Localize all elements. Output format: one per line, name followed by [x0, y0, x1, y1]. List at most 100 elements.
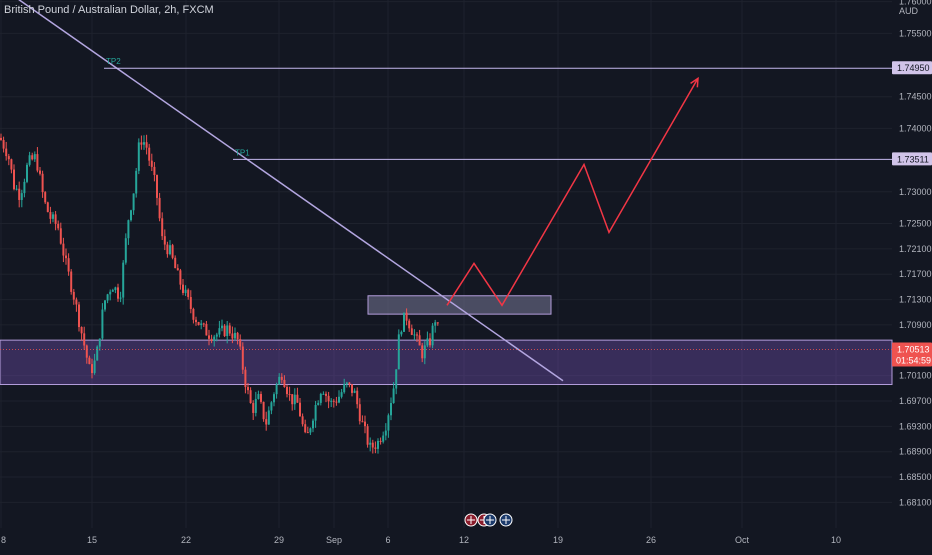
australia-flag-icon[interactable] [483, 513, 497, 527]
price-tick-label: 1.76000 [899, 0, 932, 7]
candle-body [5, 148, 8, 157]
zones [0, 295, 893, 386]
candle-body [28, 155, 31, 165]
candle-body [288, 394, 291, 396]
candle-body [119, 297, 122, 299]
price-tick-label: 1.71300 [899, 295, 932, 305]
candle-body [319, 393, 322, 403]
current-price-tag-bg [892, 342, 932, 367]
candle-body [132, 193, 135, 211]
candle-body [7, 156, 10, 160]
price-tick-label: 1.68100 [899, 497, 932, 507]
candle-body [54, 214, 57, 224]
candle-body [65, 255, 67, 259]
candle-body [85, 345, 88, 358]
candle-body [228, 325, 231, 334]
price-tick-label: 1.68900 [899, 447, 932, 457]
candle-body [247, 387, 249, 391]
candle-body [314, 404, 317, 421]
candle-body [335, 401, 338, 403]
current-price-tag: 1.70513 [897, 344, 930, 354]
australia-flag-icon[interactable] [499, 513, 513, 527]
candle-body [179, 270, 182, 285]
candle-body [18, 188, 21, 200]
candle-body [257, 394, 260, 399]
candle-body [184, 289, 187, 293]
candle-body [122, 262, 125, 298]
candle-body [330, 400, 333, 402]
candle-body [410, 328, 413, 335]
currency-label: AUD [899, 6, 919, 16]
candle-body [215, 334, 218, 337]
candle-body [361, 421, 364, 423]
candle-body [26, 164, 28, 182]
candle-body [124, 238, 127, 263]
candle-body [31, 155, 34, 160]
candle-body [174, 257, 177, 269]
candle-body [210, 338, 213, 341]
candle-body [98, 338, 101, 347]
candle-body [382, 435, 385, 442]
price-tick-label: 1.75500 [899, 28, 932, 38]
candle-body [392, 388, 395, 404]
candle-body [33, 154, 36, 160]
candle-body [262, 401, 265, 420]
candle-body [163, 236, 166, 245]
candle-body [195, 319, 197, 323]
candle-body [13, 169, 15, 190]
price-tick-label: 1.69700 [899, 396, 932, 406]
resistance-box[interactable] [367, 295, 552, 315]
candle-body [117, 287, 119, 299]
candle-body [291, 394, 294, 405]
candle-body [390, 403, 392, 416]
date-tick-label: 29 [274, 535, 284, 545]
candle-body [44, 192, 47, 203]
candle-body [187, 289, 190, 298]
price-tick-label: 1.68500 [899, 472, 932, 482]
candle-body [101, 309, 104, 339]
candle-body [158, 197, 161, 219]
candle-body [265, 419, 268, 425]
trendline[interactable] [0, 0, 564, 382]
date-tick-label: 8 [1, 535, 6, 545]
candle-body [327, 395, 330, 402]
time-axis: 8 15 22 29 Sep 6 12 19 26 Oct 10 [1, 535, 841, 545]
candle-body [283, 379, 286, 387]
date-tick-label: 6 [385, 535, 390, 545]
candle-body [304, 424, 307, 433]
candle-body [296, 394, 299, 403]
candle-body [254, 398, 257, 413]
support-zone[interactable] [0, 339, 893, 386]
uk-flag-icon[interactable] [464, 513, 478, 527]
projection-path[interactable] [446, 77, 699, 307]
candle-body [231, 333, 234, 339]
candle-body [62, 243, 65, 256]
tp2-price-tag-bg [892, 61, 932, 75]
tp1-price-tag-bg [892, 152, 932, 166]
candle-body [114, 287, 117, 291]
candle-body [39, 170, 41, 174]
candle-body [83, 333, 86, 346]
date-tick-label: 10 [831, 535, 841, 545]
candle-body [374, 447, 377, 449]
candle-body [267, 410, 270, 425]
candle-body [421, 345, 424, 359]
candle-body [278, 376, 281, 385]
candle-body [332, 400, 335, 402]
candle-body [192, 308, 195, 320]
candle-body [226, 325, 229, 337]
candle-body [200, 323, 203, 326]
candle-body [169, 245, 171, 255]
candle-body [312, 420, 314, 429]
candle-body [109, 291, 112, 295]
tp2-label: TP2 [106, 57, 121, 66]
event-icons [464, 513, 513, 527]
candle-body [408, 320, 411, 329]
candle-body [397, 334, 400, 370]
candle-body [431, 325, 434, 346]
candle-body [387, 415, 390, 431]
date-tick-label: 12 [459, 535, 469, 545]
candle-body [429, 338, 431, 346]
